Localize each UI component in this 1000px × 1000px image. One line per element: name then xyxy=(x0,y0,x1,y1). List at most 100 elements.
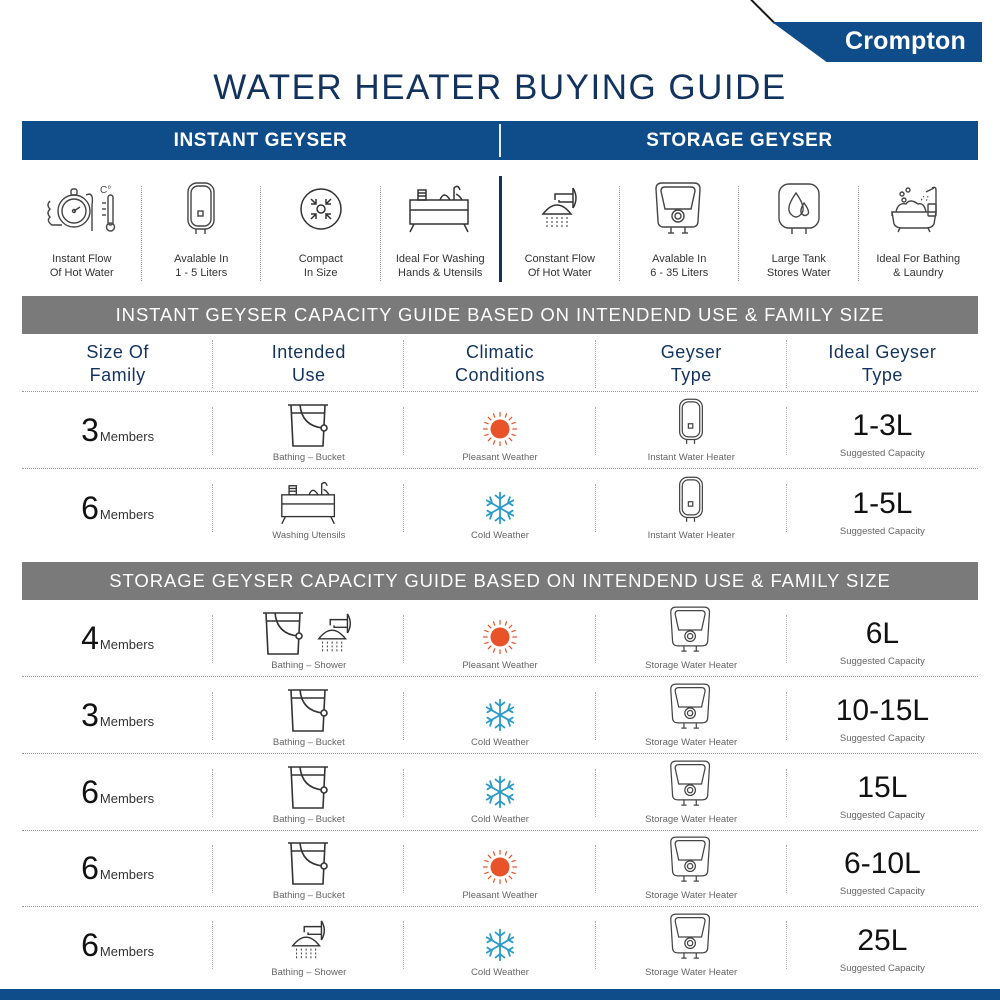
feature-label-line1: Ideal For Bathing xyxy=(876,253,961,265)
sun-icon xyxy=(481,836,519,886)
feature-label-line2: Of Hot Water xyxy=(527,267,592,279)
feature-label-line2: & Laundry xyxy=(893,267,944,279)
capacity-cell: 25L Suggested Capacity xyxy=(839,923,925,974)
family-size-cell: 6 Members xyxy=(22,470,214,546)
sink-utensils-icon xyxy=(280,476,338,526)
storage-heater-icon xyxy=(669,760,713,810)
footer-bar xyxy=(0,989,1000,1000)
feature-label-line2: 6 - 35 Liters xyxy=(650,267,709,279)
intended-use-cell: Bathing – Bucket xyxy=(213,755,405,830)
shower-icon xyxy=(287,913,331,963)
climate-cell: Cold Weather xyxy=(404,678,596,753)
capacity-cell: 10-15L Suggested Capacity xyxy=(835,694,930,744)
geyser-type-cell: Storage Water Heater xyxy=(596,831,788,906)
feature-label-line2: 1 - 5 Liters xyxy=(175,267,228,279)
column-header-intended-use: Intended Use xyxy=(213,336,405,391)
intended-use-cell: Bathing – Bucket xyxy=(213,831,405,906)
feature-section-divider xyxy=(499,176,502,282)
intended-use-cell: Bathing – Shower xyxy=(213,601,405,676)
instant-heater-icon xyxy=(677,476,705,526)
geyser-type-cell: Storage Water Heater xyxy=(596,678,788,753)
storage-guide-heading: STORAGE GEYSER CAPACITY GUIDE BASED ON I… xyxy=(22,562,978,600)
geyser-type-cell: Storage Water Heater xyxy=(596,601,788,676)
capacity-cell: 6L Suggested Capacity xyxy=(839,617,925,667)
capacity-cell: 15L Suggested Capacity xyxy=(839,771,925,821)
capacity-cell: 1-3L Suggested Capacity xyxy=(839,409,925,459)
family-size-cell: 6 Members xyxy=(22,755,214,830)
feature-label-line1: Avalable In xyxy=(174,253,229,265)
storage-heater-icon xyxy=(669,683,713,733)
bucket-icon xyxy=(261,612,304,655)
climate-cell: Pleasant Weather xyxy=(404,393,596,468)
feature-large-tank: Large Tank Stores Water xyxy=(739,172,859,290)
table-row: 4 Members Bathing – Shower Pleasant Weath… xyxy=(22,601,978,677)
family-size-cell: 4 Members xyxy=(22,601,214,676)
feature-instant-capacity: Avalable In 1 - 5 Liters xyxy=(142,172,262,290)
column-header-ideal-geyser-type: Ideal Geyser Type xyxy=(828,341,937,385)
capacity-cell: 1-5L Suggested Capacity xyxy=(839,486,925,537)
table-row: 3 Members Bathing – Bucket Cold Weather S… xyxy=(22,678,978,754)
table-row: 6 Members Bathing – Bucket Pleasant Weath… xyxy=(22,831,978,907)
bucket-icon xyxy=(286,398,332,448)
storage-heater-icon xyxy=(669,836,713,886)
geyser-type-cell: Storage Water Heater xyxy=(596,755,788,830)
feature-washing: Ideal For Washing Hands & Utensils xyxy=(381,172,501,290)
bucket-icon xyxy=(286,760,332,810)
instant-heater-icon xyxy=(185,172,217,246)
climate-cell: Cold Weather xyxy=(404,907,596,983)
feature-storage-capacity: Avalable In 6 - 35 Liters xyxy=(620,172,740,290)
feature-label-line2: Of Hot Water xyxy=(49,267,114,279)
feature-label-line1: Constant Flow xyxy=(524,253,595,265)
climate-cell: Cold Weather xyxy=(404,755,596,830)
water-drop-tank-icon xyxy=(776,172,822,246)
feature-label-line1: Large Tank xyxy=(771,253,826,265)
intended-use-cell: Bathing – Shower xyxy=(213,907,405,983)
logo-accent-line xyxy=(750,0,776,25)
feature-label-line1: Ideal For Washing xyxy=(395,253,485,265)
feature-compact: Compact In Size xyxy=(261,172,381,290)
snowflake-icon xyxy=(482,760,518,810)
family-size-cell: 6 Members xyxy=(22,907,214,983)
instant-guide-heading: INSTANT GEYSER CAPACITY GUIDE BASED ON I… xyxy=(22,296,978,334)
geyser-type-cell: Storage Water Heater xyxy=(596,907,788,983)
table-row: 6 Members Bathing – Bucket Cold Weather S… xyxy=(22,755,978,831)
geyser-type-cell: Instant Water Heater xyxy=(596,393,788,468)
snowflake-icon xyxy=(482,683,518,733)
climate-cell: Cold Weather xyxy=(404,470,596,546)
feature-label-line2: Hands & Utensils xyxy=(398,267,483,279)
sun-icon xyxy=(481,606,519,656)
feature-label-line1: Instant Flow xyxy=(52,253,112,265)
feature-label-line1: Compact xyxy=(298,253,343,265)
sink-utensils-icon xyxy=(408,172,472,246)
snowflake-icon xyxy=(482,913,518,963)
snowflake-icon xyxy=(482,476,518,526)
column-header-geyser-type: Geyser Type xyxy=(596,336,788,391)
bathtub-icon xyxy=(890,172,946,246)
column-header-climatic-conditions: Climatic Conditions xyxy=(404,336,596,391)
feature-label-line1: Avalable In xyxy=(652,253,707,265)
shower-icon xyxy=(317,613,351,653)
feature-label-line2: In Size xyxy=(303,267,338,279)
feature-bathing: Ideal For Bathing & Laundry xyxy=(859,172,979,290)
compact-arrows-icon xyxy=(299,172,343,246)
geyser-type-cell: Instant Water Heater xyxy=(596,470,788,546)
shower-icon xyxy=(537,172,583,246)
storage-heater-icon xyxy=(669,913,713,963)
table-column-headers: Size Of Family Intended Use Climatic Condit… xyxy=(22,336,978,392)
instant-geyser-heading: INSTANT GEYSER xyxy=(173,129,348,151)
climate-cell: Pleasant Weather xyxy=(404,831,596,906)
feature-instant-flow: C° Instant Flow Of Hot Water xyxy=(22,172,142,290)
intended-use-cell: Bathing – Bucket xyxy=(213,678,405,753)
instant-heater-icon xyxy=(677,398,705,448)
feature-strip: C° Instant Flow Of Hot Water Avalable In 1… xyxy=(22,172,978,290)
storage-geyser-heading: STORAGE GEYSER xyxy=(646,129,833,151)
column-header-family-size: Size Of Family xyxy=(22,336,214,391)
intended-use-cell: Bathing – Bucket xyxy=(213,393,405,468)
storage-heater-icon xyxy=(669,606,713,656)
capacity-cell: 6-10L Suggested Capacity xyxy=(839,847,925,897)
brand-name: Crompton xyxy=(844,27,966,55)
storage-heater-icon xyxy=(654,172,704,246)
feature-constant-flow: Constant Flow Of Hot Water xyxy=(500,172,620,290)
intended-use-cell: Washing Utensils xyxy=(213,470,405,546)
svg-text:C°: C° xyxy=(100,185,111,196)
